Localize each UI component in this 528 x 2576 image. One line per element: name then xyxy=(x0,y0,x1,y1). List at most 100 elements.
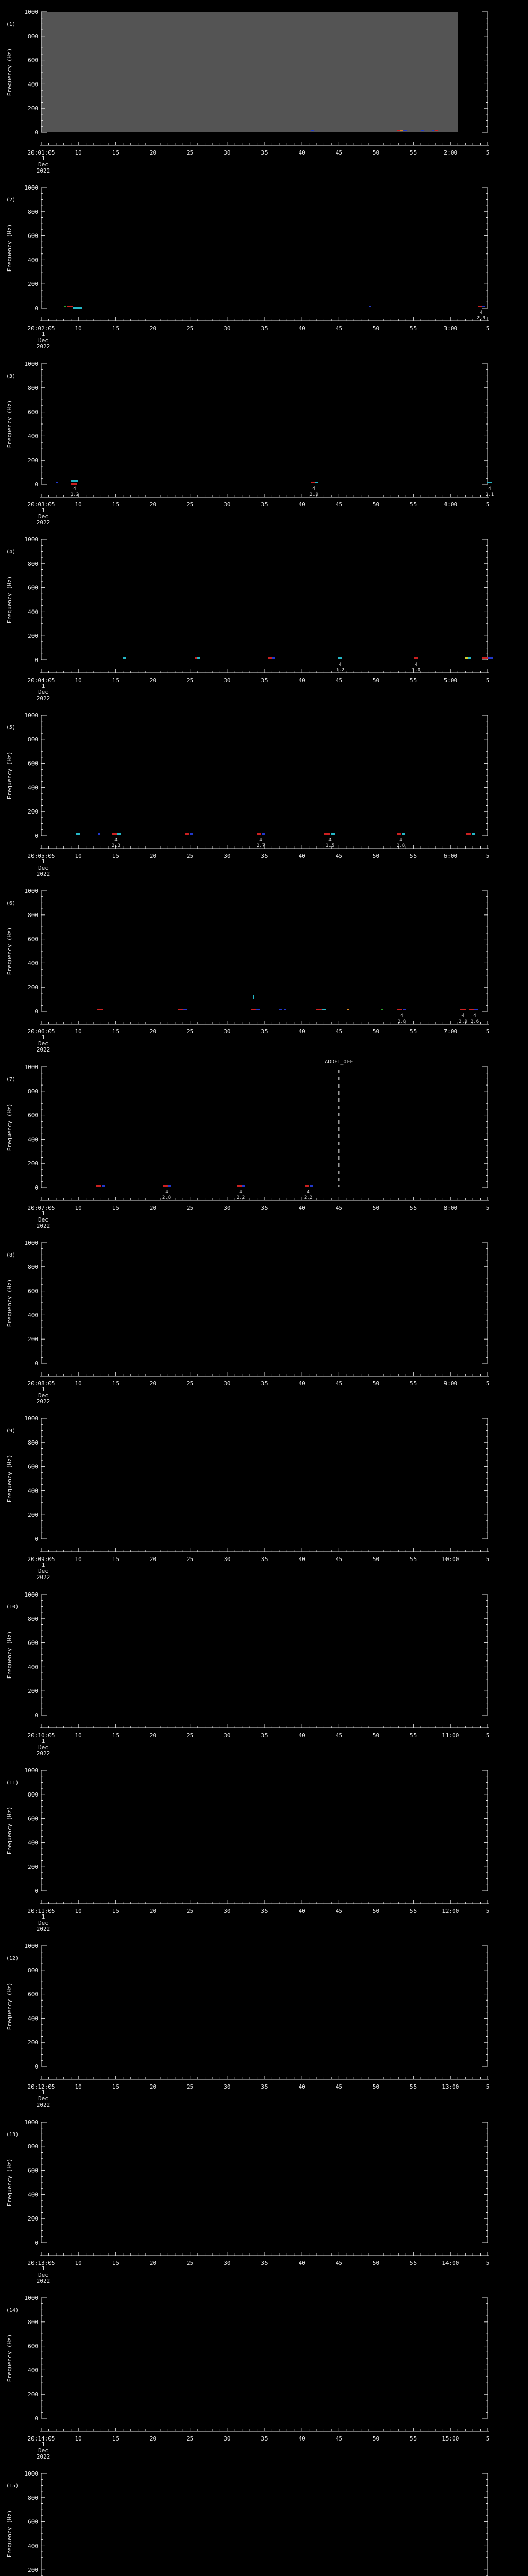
event-mark xyxy=(460,1009,466,1010)
y-tick-label: 200 xyxy=(28,1688,38,1694)
x-tick-label: 45 xyxy=(336,501,342,508)
y-tick-label: 800 xyxy=(28,1967,38,1974)
x-tick-label: 50 xyxy=(373,1380,380,1387)
x-tick-label: 20:13:05 xyxy=(28,2260,55,2266)
x-tick-label: 20 xyxy=(150,677,156,684)
x-tick-label: 50 xyxy=(373,325,380,332)
x-tick-label: 7:00 xyxy=(444,1028,458,1035)
event-count-label: 4 xyxy=(239,1190,242,1195)
date-label: 2022 xyxy=(37,871,51,877)
event-magnitude-label: 2.8 xyxy=(162,1195,171,1200)
y-tick-label: 200 xyxy=(28,281,38,287)
frequency-axes xyxy=(41,363,488,485)
y-tick-label: 0 xyxy=(35,1360,38,1367)
x-tick-label: 5 xyxy=(486,677,490,684)
y-tick-label: 1000 xyxy=(25,184,39,191)
date-label: 1 xyxy=(42,2265,45,2272)
y-tick-label: 800 xyxy=(28,1264,38,1270)
x-tick-label: 35 xyxy=(261,1205,268,1211)
x-tick-label: 10 xyxy=(75,2083,82,2090)
y-axis-title: Frequency (Hz) xyxy=(6,1279,13,1327)
date-label: Dec xyxy=(38,1568,48,1574)
event-count-label: 4 xyxy=(415,662,417,667)
time-axis xyxy=(40,2076,489,2080)
x-tick-label: 20 xyxy=(150,853,156,859)
event-count-label: 4 xyxy=(480,310,482,315)
frequency-axes xyxy=(41,539,488,660)
y-tick-label: 800 xyxy=(28,736,38,743)
x-tick-label: 40 xyxy=(299,1028,305,1035)
y-axis-title: Frequency (Hz) xyxy=(6,2510,13,2558)
x-tick-label: 50 xyxy=(373,2260,380,2266)
date-label: 1 xyxy=(42,2089,45,2096)
date-label: 2022 xyxy=(37,1046,51,1053)
event-mark xyxy=(432,130,434,131)
time-axis xyxy=(40,1548,489,1552)
event-count-label: 4 xyxy=(328,838,331,843)
date-label: 2022 xyxy=(37,167,51,174)
x-tick-label: 45 xyxy=(336,1028,342,1035)
x-tick-label: 40 xyxy=(299,1205,305,1211)
event-count-label: 4 xyxy=(73,486,76,492)
y-tick-label: 400 xyxy=(28,1136,38,1143)
date-label: 1 xyxy=(42,858,45,865)
x-tick-label: 30 xyxy=(224,1205,230,1211)
y-tick-label: 400 xyxy=(28,2367,38,2374)
y-tick-label: 600 xyxy=(28,1816,38,1822)
x-tick-label: 35 xyxy=(261,1380,268,1387)
event-mark xyxy=(311,130,314,131)
x-tick-label: 35 xyxy=(261,1908,268,1914)
event-mark xyxy=(197,657,200,659)
date-label: 1 xyxy=(42,1210,45,1217)
event-mark xyxy=(251,1009,256,1010)
x-tick-label: 20:01:05 xyxy=(28,149,55,156)
x-tick-label: 50 xyxy=(373,1908,380,1914)
x-tick-label: 6:00 xyxy=(444,853,458,859)
x-tick-label: 12:00 xyxy=(442,1908,459,1914)
y-axis-title: Frequency (Hz) xyxy=(6,752,13,800)
event-mark xyxy=(472,833,475,835)
y-tick-label: 0 xyxy=(35,481,38,488)
event-mark xyxy=(256,1009,260,1010)
x-tick-label: 9:00 xyxy=(444,1380,458,1387)
x-tick-label: 10 xyxy=(75,677,82,684)
panel-number: (8) xyxy=(6,1252,15,1258)
x-tick-label: 4:00 xyxy=(444,501,458,508)
date-label: 1 xyxy=(42,1034,45,1041)
x-tick-label: 20 xyxy=(150,325,156,332)
y-tick-label: 400 xyxy=(28,2191,38,2198)
event-mark xyxy=(64,306,66,307)
event-mark xyxy=(98,833,100,835)
event-magnitude-label: 2.7 xyxy=(257,843,265,849)
event-mark xyxy=(195,657,197,659)
event-magnitude-label: 2.1 xyxy=(486,492,494,497)
x-tick-label: 50 xyxy=(373,1028,380,1035)
event-mark xyxy=(73,307,82,309)
event-mark xyxy=(268,657,272,659)
x-tick-label: 30 xyxy=(224,1908,230,1914)
x-tick-label: 10 xyxy=(75,1028,82,1035)
x-tick-label: 20 xyxy=(150,1908,156,1914)
y-tick-label: 0 xyxy=(35,1888,38,1894)
event-mark xyxy=(272,657,275,659)
date-label: 2022 xyxy=(37,343,51,350)
event-mark xyxy=(482,306,485,307)
y-tick-label: 600 xyxy=(28,1112,38,1119)
frequency-axes xyxy=(41,1418,488,1539)
x-tick-label: 25 xyxy=(187,1908,193,1914)
x-tick-label: 25 xyxy=(187,2435,193,2442)
x-tick-label: 25 xyxy=(187,1732,193,1739)
time-axis xyxy=(40,669,489,673)
x-tick-label: 20:14:05 xyxy=(28,2435,55,2442)
x-tick-label: 50 xyxy=(373,501,380,508)
x-tick-label: 20 xyxy=(150,1556,156,1563)
event-mark xyxy=(168,1185,171,1187)
date-label: Dec xyxy=(38,2447,48,2454)
x-tick-label: 8:00 xyxy=(444,1205,458,1211)
x-tick-label: 20:04:05 xyxy=(28,677,55,684)
panel-number: (3) xyxy=(6,374,15,379)
frequency-axes xyxy=(41,2122,488,2243)
event-count-label: 4 xyxy=(307,1190,309,1195)
